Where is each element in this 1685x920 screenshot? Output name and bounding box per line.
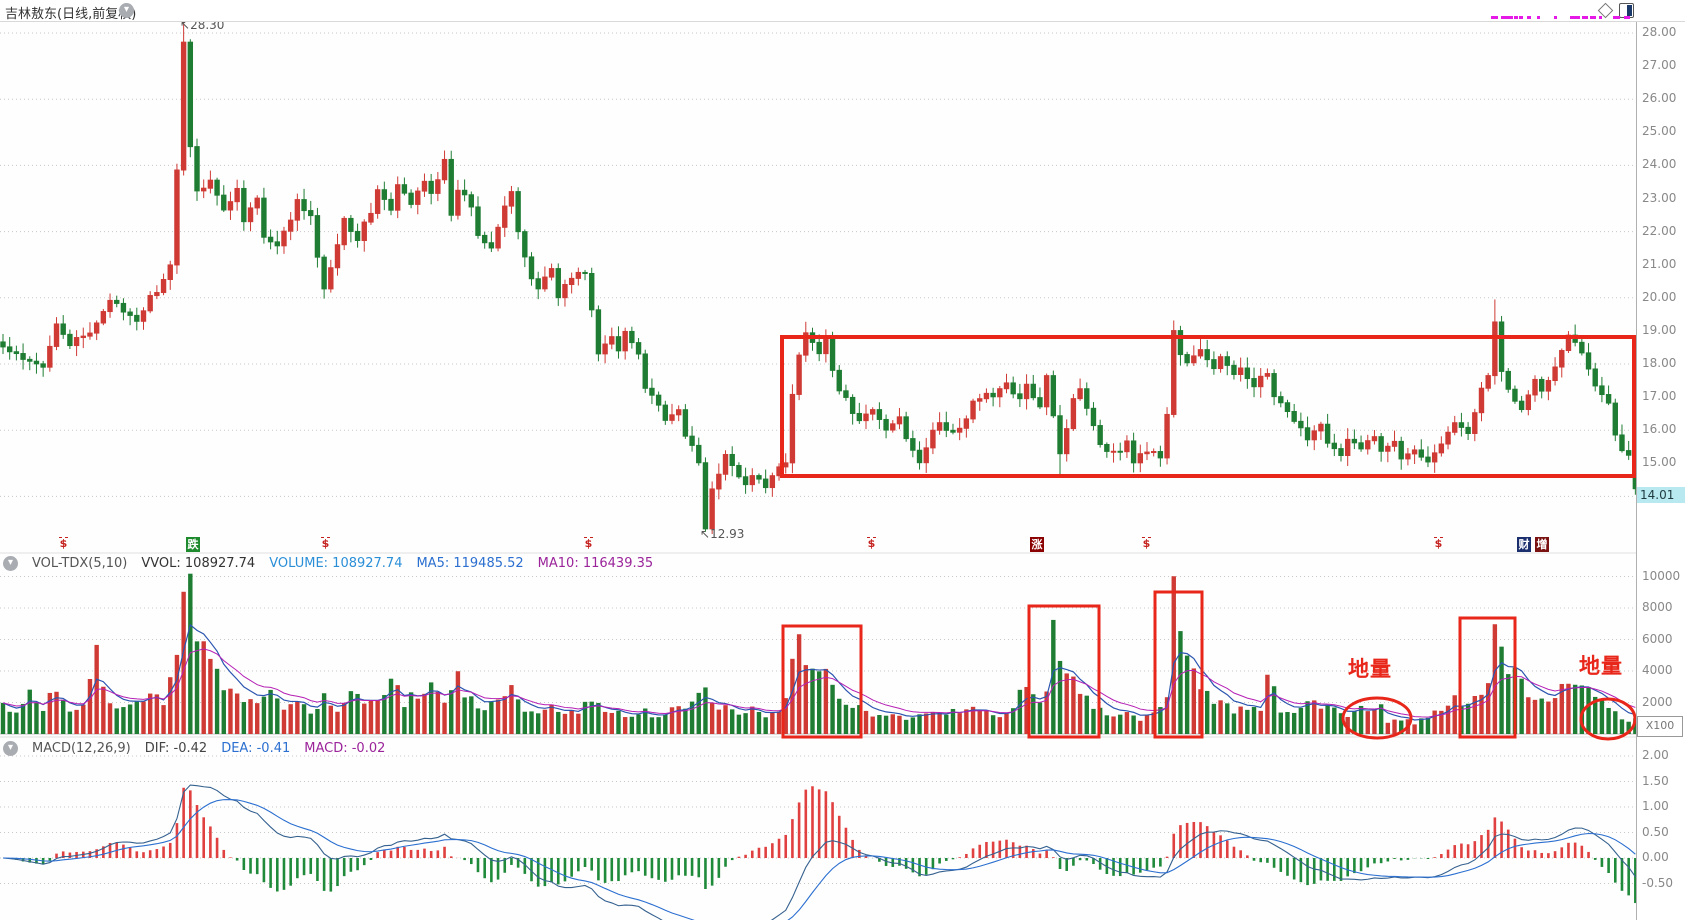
ex-dividend-marker[interactable]: $	[321, 537, 330, 550]
volume-axis-label: 2000	[1642, 694, 1673, 709]
axis-border	[1636, 21, 1637, 920]
macd-indicator-header: ▾ MACD(12,26,9) DIF: -0.42 DEA: -0.41 MA…	[3, 739, 385, 757]
arrow-up-left-icon: ↖	[180, 18, 191, 32]
price-axis-label: 19.00	[1642, 322, 1677, 337]
chevron-down-icon[interactable]: ▾	[119, 3, 134, 18]
volume-axis-label: 8000	[1642, 600, 1673, 614]
price-axis-label: 28.00	[1642, 25, 1677, 39]
macd-axis-label: -0.50	[1642, 875, 1674, 890]
volume-unit-label: X100	[1637, 716, 1683, 737]
macd-value: MACD: -0.02	[304, 740, 386, 756]
price-axis-label: 22.00	[1642, 223, 1677, 238]
price-axis-label: 15.00	[1642, 455, 1677, 470]
price-axis-label: 20.00	[1642, 289, 1677, 304]
price-axis-label: 25.00	[1642, 124, 1677, 139]
volume-axis-label: 6000	[1642, 631, 1673, 646]
dea-line	[2, 799, 1636, 920]
volume-value: VOLUME: 108927.74	[269, 555, 403, 571]
ground-volume-label: 地量	[1348, 657, 1392, 681]
price-axis-label: 24.00	[1642, 157, 1677, 172]
dea-value: DEA: -0.41	[221, 740, 291, 756]
dif-value: DIF: -0.42	[144, 740, 208, 756]
vol-ma10-line	[2, 648, 1636, 718]
ex-dividend-marker[interactable]: $	[59, 537, 68, 550]
macd-axis-label: 2.00	[1642, 748, 1669, 762]
volume-indicator-header: ▾ VOL-TDX(5,10) VVOL: 108927.74 VOLUME: …	[3, 554, 653, 572]
ground-volume-label: 地量	[1579, 654, 1623, 678]
analyst-annotations	[780, 335, 1637, 741]
macd-axis-label: 0.50	[1642, 824, 1669, 839]
ex-dividend-marker[interactable]: $	[1142, 537, 1151, 550]
chevron-down-icon[interactable]: ▾	[3, 740, 18, 756]
ex-dividend-marker[interactable]: $	[584, 537, 593, 550]
volume-axis-label: 10000	[1642, 568, 1681, 583]
macd-axis-label: 0.00	[1642, 850, 1669, 864]
dif-line	[2, 784, 1636, 920]
price-axis-label: 18.00	[1642, 356, 1677, 370]
gridlines	[0, 32, 1636, 884]
vvol-value: VVOL: 108927.74	[141, 555, 256, 571]
ex-dividend-marker[interactable]: $	[867, 537, 876, 550]
volume-bars	[0, 573, 1636, 734]
vol-ma5-line	[2, 623, 1636, 721]
price-axis-label: 27.00	[1642, 58, 1677, 73]
ex-dividend-marker[interactable]: $	[1434, 537, 1443, 550]
price-axis-label: 21.00	[1642, 256, 1677, 271]
right-axis	[1637, 21, 1685, 920]
price-axis-label: 23.00	[1642, 190, 1677, 205]
event-badge[interactable]: 增	[1535, 537, 1549, 552]
arrow-up-left-icon: ↖	[700, 527, 711, 541]
candlesticks	[0, 23, 1636, 534]
last-price-badge: 14.01	[1637, 487, 1685, 503]
price-axis-label: 16.00	[1642, 422, 1677, 437]
volume-axis-label: 4000	[1642, 663, 1673, 677]
macd-histogram	[8, 786, 1636, 904]
macd-axis-label: 1.00	[1642, 799, 1669, 813]
event-badge[interactable]: 财	[1517, 537, 1531, 552]
price-axis-label: 26.00	[1642, 91, 1677, 106]
indicator-name: MACD(12,26,9)	[32, 740, 131, 756]
vol-ma5-value: MA5: 119485.52	[416, 555, 524, 571]
event-badge[interactable]: 涨	[1030, 537, 1044, 552]
low-price-annotation: ↖12.93	[700, 527, 745, 541]
vol-ma10-value: MA10: 116439.35	[537, 555, 654, 571]
price-axis-label: 17.00	[1642, 389, 1677, 404]
indicator-name: VOL-TDX(5,10)	[32, 555, 128, 571]
chevron-down-icon[interactable]: ▾	[3, 555, 18, 571]
stock-title: 吉林敖东(日线,前复权)	[5, 7, 137, 22]
title-bar: 吉林敖东(日线,前复权) ▾	[0, 0, 1685, 22]
event-badge[interactable]: 跌	[186, 537, 200, 552]
macd-axis-label: 1.50	[1642, 773, 1669, 788]
